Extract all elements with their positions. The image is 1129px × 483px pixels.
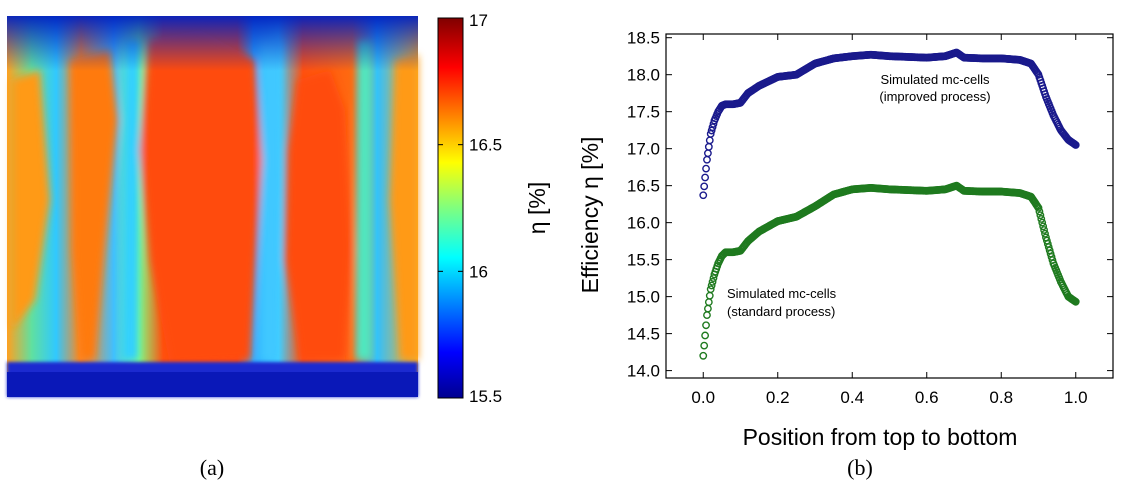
y-tick-label: 15.5	[627, 251, 660, 270]
panel-a-label: (a)	[200, 455, 224, 480]
series-1-marker	[708, 277, 717, 286]
annotation-standard-line1: Simulated mc-cells	[727, 286, 837, 301]
series-1-marker	[1041, 229, 1049, 238]
colorbar-gradient	[437, 17, 464, 399]
heatmap-region-far-right	[390, 55, 418, 360]
colorbar: 15.5 16 16.5 17 η [%]	[437, 11, 550, 406]
x-tick-label: 0.8	[989, 388, 1013, 407]
heatmap-region-center	[140, 30, 262, 365]
series-0-marker	[700, 182, 709, 191]
colorbar-tick-label: 16	[469, 262, 488, 281]
heatmap-regions	[12, 30, 418, 365]
heatmap-streak-3	[356, 40, 372, 360]
x-tick-label: 0.2	[766, 388, 790, 407]
colorbar-tick-label: 15.5	[469, 387, 502, 406]
series-0-marker	[707, 126, 716, 135]
series-0-marker	[704, 142, 713, 151]
annotation-improved-line1: Simulated mc-cells	[880, 72, 990, 87]
series-0-marker	[708, 123, 717, 132]
y-tick-label: 16.5	[627, 177, 660, 196]
x-tick-label: 1.0	[1064, 388, 1088, 407]
series-1-marker	[1040, 226, 1048, 234]
series-0-marker	[702, 164, 710, 173]
series-1-marker	[701, 331, 710, 340]
colorbar-ticks: 15.5 16 16.5 17	[438, 11, 502, 406]
heatmap-region-far-left	[12, 70, 50, 330]
series-0-marker	[704, 149, 712, 158]
heatmap-region-left	[70, 50, 118, 360]
series-1-marker	[1037, 215, 1046, 223]
series-1-marker	[1038, 218, 1047, 227]
heatmap-streak-1	[122, 40, 140, 360]
series-1-marker	[706, 285, 715, 294]
y-tick-label: 18.0	[627, 66, 660, 85]
heatmap-region-right	[285, 70, 352, 360]
heatmap-top-fade	[7, 16, 418, 71]
series-1-marker	[1039, 222, 1048, 231]
series-0-marker	[703, 155, 711, 164]
annotation-improved-line2: (improved process)	[879, 89, 990, 104]
series-0-marker	[706, 129, 715, 138]
y-tick-label: 14.0	[627, 362, 660, 381]
heatmap-bottom-edge	[7, 372, 418, 397]
annotation-standard-line2: (standard process)	[727, 304, 835, 319]
x-tick-label: 0.4	[840, 388, 864, 407]
heatmap-streak-2	[262, 40, 282, 360]
series-1-marker	[704, 304, 712, 313]
scatter-panel: 0.0 0.2 0.4 0.6 0.8 1.0 14.0 14.5 15.0 15.5 16.0 16…	[577, 29, 1114, 450]
series-1-marker	[703, 311, 711, 320]
series-1-marker	[702, 321, 710, 330]
series-0-marker	[699, 191, 708, 200]
series-layer	[699, 48, 1080, 360]
panel-b-label: (b)	[847, 455, 873, 480]
colorbar-label: η [%]	[524, 182, 550, 234]
y-tick-label: 17.5	[627, 103, 660, 122]
series-1-marker	[705, 291, 714, 300]
x-tick-label: 0.6	[915, 388, 939, 407]
heatmap-panel	[7, 16, 418, 397]
series-1-marker	[1036, 211, 1045, 220]
series-1-marker	[700, 341, 709, 350]
axis-ticks: 0.0 0.2 0.4 0.6 0.8 1.0 14.0 14.5 15.0 15.5 16.0 16…	[627, 29, 1113, 407]
series-1-marker	[1034, 203, 1043, 212]
plot-frame	[665, 33, 1114, 379]
series-0-marker	[1071, 141, 1080, 149]
annotations: Simulated mc-cells (improved process) Simu…	[727, 72, 991, 319]
series-1-marker	[1071, 297, 1080, 306]
y-tick-label: 14.5	[627, 325, 660, 344]
x-axis-title: Position from top to bottom	[743, 424, 1018, 450]
y-tick-label: 15.0	[627, 288, 660, 307]
y-axis-title: Efficiency η [%]	[577, 137, 603, 294]
series-1-marker	[1035, 207, 1044, 216]
y-tick-label: 18.5	[627, 29, 660, 48]
colorbar-tick-label: 16.5	[469, 136, 502, 155]
series-1-marker	[704, 298, 713, 307]
series-0-marker	[705, 136, 714, 145]
y-tick-label: 17.0	[627, 140, 660, 159]
x-tick-label: 0.0	[691, 388, 715, 407]
series-0-marker	[701, 173, 710, 182]
series-1-marker	[707, 281, 716, 290]
series-1-marker	[699, 351, 708, 360]
y-tick-label: 16.0	[627, 214, 660, 233]
colorbar-tick-label: 17	[469, 11, 488, 30]
